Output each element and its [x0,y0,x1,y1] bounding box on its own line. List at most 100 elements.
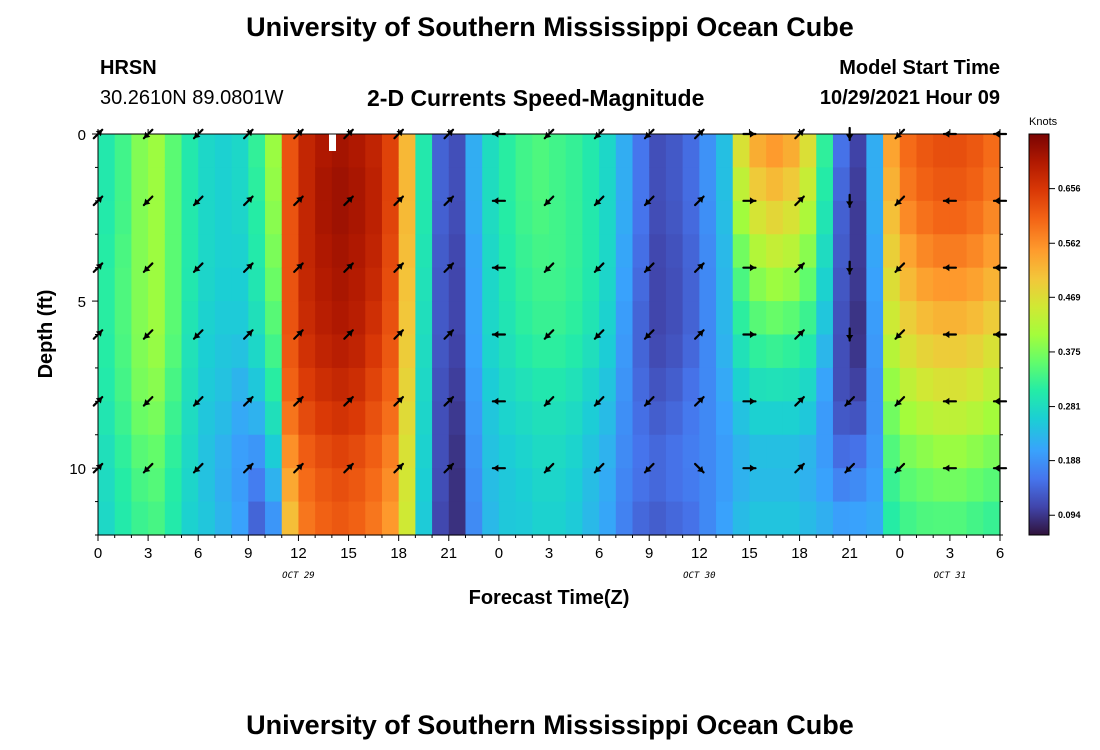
heat-cell [181,434,199,469]
heat-cell [482,334,500,369]
heat-cell [899,468,918,503]
heat-cell [148,267,166,302]
heat-cell [415,134,433,169]
current-vector-arrow [242,262,254,274]
heat-cell [582,301,600,336]
heat-cell [148,134,166,169]
heat-cell [682,167,700,202]
heat-cell [732,167,751,202]
page-title: University of Southern Mississippi Ocean… [246,12,854,42]
heat-cell [248,501,266,536]
heat-cell [766,234,784,269]
heat-cell [198,134,216,169]
heat-cell [465,134,483,169]
heat-cell [432,367,450,402]
date-label: OCT 30 [683,571,716,581]
heat-cell [565,301,584,336]
heat-cell [732,301,751,336]
y-axis-label: Depth (ft) [35,290,57,379]
heat-cell [281,301,300,336]
heat-cell [949,134,968,169]
heat-cell [198,200,216,235]
heat-cell [816,200,834,235]
heat-cell [265,167,283,202]
heat-cell [732,134,751,169]
heat-cell [148,234,166,269]
heat-cell [916,167,934,202]
heat-cell [131,434,149,469]
heat-cell [281,234,300,269]
heat-cell [732,468,751,503]
heat-cell [148,200,166,235]
heat-cell [632,167,650,202]
heat-cell [348,334,366,369]
heat-cell [432,401,450,436]
heat-cell [515,200,533,235]
colorbar-tick-label: 0.281 [1058,402,1081,412]
heat-cell [649,267,667,302]
heat-cell [415,200,433,235]
heat-cell [766,401,784,436]
current-vector-arrow [491,264,506,272]
heat-cell [114,200,133,235]
heat-cell [832,468,851,503]
current-vector-arrow [846,327,854,342]
y-tick-label: 0 [78,127,86,144]
current-vector-arrow [192,395,204,407]
heat-cell [515,468,533,503]
heat-cell [465,167,483,202]
heat-cell [716,267,734,302]
heat-cell [415,434,433,469]
current-vector-arrow [491,397,506,405]
heat-cell [98,401,116,436]
heat-cell [381,501,400,536]
heat-cell [348,134,366,169]
heat-cell [582,334,600,369]
current-vector-arrow [693,329,705,340]
x-tick-label: 21 [841,545,858,562]
heat-cell [148,501,166,536]
heat-cell [565,334,584,369]
heat-cell [498,501,517,536]
heat-cell [298,367,316,402]
heat-cell [966,501,984,536]
heat-cell [699,434,717,469]
heat-cell [331,234,350,269]
heat-cell [381,401,400,436]
heat-cell [214,367,233,402]
heat-cell [315,367,333,402]
heat-cell [549,501,567,536]
heat-cell [265,334,283,369]
heat-cell [315,301,333,336]
heat-cell [265,434,283,469]
heat-cell [214,434,233,469]
heat-cell [515,134,533,169]
heat-cell [532,234,550,269]
x-tick-label: 12 [290,545,307,562]
heat-cell [98,501,116,536]
heat-cell [381,234,400,269]
heat-cell [482,501,500,536]
heat-cell [231,267,249,302]
current-vector-arrow [142,262,154,274]
heat-cell [131,367,149,402]
heat-cell [782,501,801,536]
heat-cell [448,434,467,469]
heat-cell [265,200,283,235]
heat-cell [515,267,533,302]
heat-cell [164,434,183,469]
current-vector-arrow [543,462,555,474]
heat-cell [198,401,216,436]
heat-cell [381,367,400,402]
heat-cell [348,167,366,202]
heat-cell [615,401,634,436]
heat-cell [682,134,700,169]
heat-cell [515,367,533,402]
heat-cell [749,167,767,202]
heat-cell [782,301,801,336]
heat-cell [799,134,817,169]
heat-cell [98,134,116,169]
current-vector-arrow [543,262,555,274]
heat-cell [649,200,667,235]
heat-cell [665,200,684,235]
